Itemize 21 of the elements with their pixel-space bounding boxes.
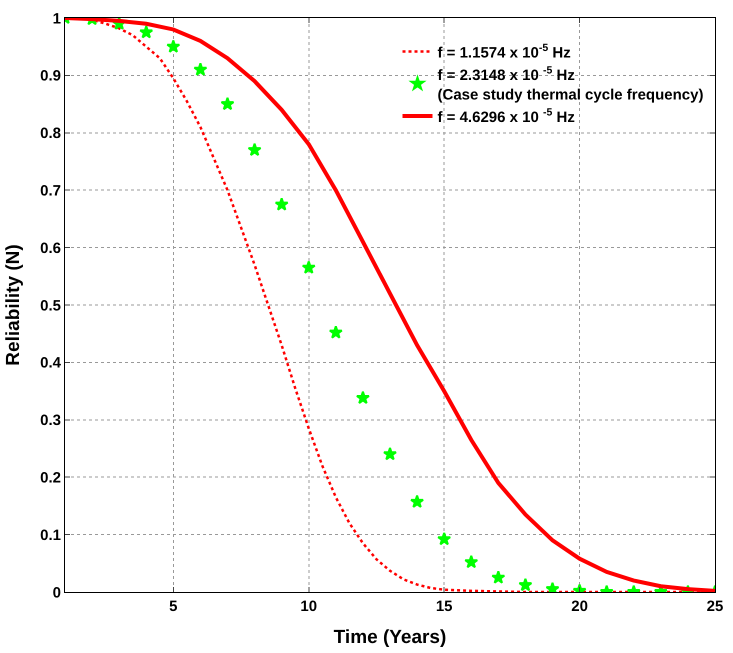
x-tick-label: 25: [706, 598, 724, 615]
legend-label: f = 4.6296 x 10 $^{-5}$ Hz: [438, 106, 575, 126]
y-tick-label: 0.5: [40, 297, 61, 314]
y-tick-label: 0.3: [40, 412, 61, 430]
y-tick-label: 0.9: [40, 68, 61, 85]
y-axis-title: Reliability (N): [2, 244, 24, 366]
x-tick-label: 15: [436, 598, 453, 615]
y-tick-label: 0.8: [40, 125, 61, 142]
legend-label: f = 2.3148 x 10 $^{-5}$ Hz (Case study thermal cycle frequency): [438, 64, 704, 104]
y-tick-label: 0.2: [40, 469, 61, 486]
y-tick-label: 1: [52, 10, 61, 28]
y-tick-label: 0.7: [40, 182, 61, 200]
x-tick-label: 20: [571, 598, 588, 615]
x-tick-label: 5: [169, 598, 178, 615]
legend-label: f = 1.1574 x 10$^{-5}$ Hz: [438, 42, 571, 62]
y-tick-label: 0: [52, 584, 61, 602]
x-axis-title: Time (Years): [334, 626, 446, 648]
y-tick-label: 0.1: [40, 526, 61, 544]
x-tick-label: 10: [300, 598, 318, 615]
y-tick-label: 0.6: [40, 240, 61, 257]
y-tick-label: 0.4: [40, 354, 62, 372]
